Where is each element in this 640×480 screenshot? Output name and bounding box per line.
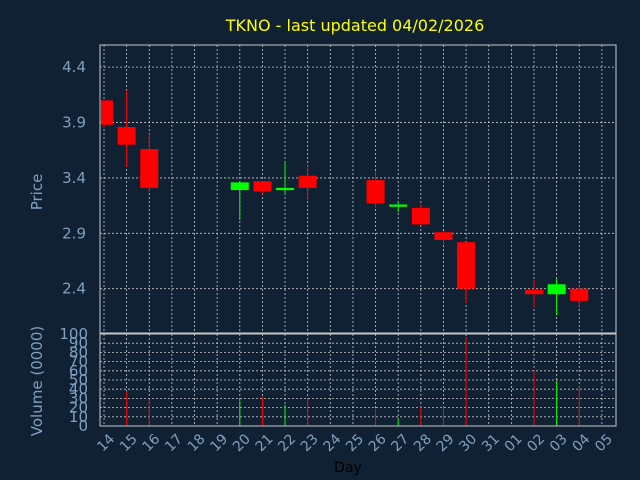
candle-body [366, 180, 385, 204]
day-tick-label: 19 [207, 431, 231, 455]
price-candles [101, 90, 589, 316]
day-tick-label: 26 [366, 431, 390, 455]
candle-body [253, 181, 272, 192]
day-tick-label: 25 [343, 431, 367, 455]
candle-body [298, 175, 317, 188]
price-tick-label: 3.9 [62, 114, 86, 132]
volume-tick-label: 20 [69, 399, 88, 417]
volume-bars [126, 336, 580, 426]
price-tick-label: 2.9 [62, 224, 86, 242]
price-candle [570, 285, 589, 308]
day-tick-label: 03 [547, 431, 571, 455]
volume-tick-label: 10 [69, 408, 88, 426]
price-tick-label: 2.4 [62, 280, 86, 298]
price-axis-label: Price [28, 174, 46, 211]
price-candle [389, 202, 408, 213]
volume-tick-label: 90 [69, 334, 88, 352]
chart-title: TKNO - last updated 04/02/2026 [225, 16, 485, 35]
price-candle [366, 171, 385, 208]
price-candle [298, 164, 317, 201]
candle-body [101, 100, 113, 125]
day-tick-label: 23 [298, 431, 322, 455]
volume-tick-label: 100 [59, 325, 88, 343]
price-candle [457, 242, 476, 304]
price-candle [276, 162, 295, 194]
candle-body [547, 284, 566, 295]
volume-tick-label: 80 [69, 343, 88, 361]
volume-tick-label: 60 [69, 362, 88, 380]
volume-tick-label: 40 [69, 380, 88, 398]
day-tick-label: 15 [117, 431, 141, 455]
price-candle [547, 278, 566, 316]
day-axis-ticks: 1415161718192021222324252627282930310102… [94, 431, 616, 455]
price-plot-frame [99, 44, 617, 334]
price-candle [411, 204, 430, 225]
price-candle [434, 231, 453, 245]
day-tick-label: 01 [502, 431, 526, 455]
volume-grid [100, 333, 616, 427]
candle-body [276, 187, 295, 191]
day-tick-label: 02 [524, 431, 548, 455]
day-tick-label: 28 [411, 431, 435, 455]
volume-axis-label: Volume (0000) [28, 326, 46, 436]
candle-body [411, 207, 430, 225]
candle-body [389, 204, 408, 207]
price-candle [230, 181, 249, 221]
day-tick-label: 14 [94, 431, 118, 455]
candle-body [117, 126, 136, 145]
volume-tick-label: 30 [69, 389, 88, 407]
day-tick-label: 04 [569, 431, 593, 455]
price-candle [117, 90, 136, 167]
candle-body [230, 182, 249, 191]
day-tick-label: 21 [253, 431, 277, 455]
day-tick-label: 27 [388, 431, 412, 455]
volume-plot-frame [99, 333, 617, 427]
price-tick-label: 4.4 [62, 58, 86, 76]
candle-body [434, 232, 453, 240]
candle-body [140, 149, 159, 188]
volume-tick-label: 50 [69, 371, 88, 389]
price-axis-ticks: 2.4 2.9 3.4 3.9 4.4 [62, 58, 86, 298]
day-tick-label: 31 [479, 431, 503, 455]
day-tick-label: 29 [434, 431, 458, 455]
price-candle [140, 133, 159, 193]
price-candle [525, 279, 543, 308]
day-tick-label: 22 [275, 431, 299, 455]
day-tick-label: 30 [456, 431, 480, 455]
day-tick-label: 05 [592, 431, 616, 455]
price-candle [253, 181, 272, 195]
price-tick-label: 3.4 [62, 169, 86, 187]
day-tick-label: 20 [230, 431, 254, 455]
day-tick-label: 24 [321, 431, 345, 455]
volume-tick-label: 0 [78, 417, 88, 435]
price-candle [101, 100, 113, 129]
day-axis-label: Day [334, 460, 362, 476]
day-tick-label: 16 [139, 431, 163, 455]
candle-body [457, 242, 476, 289]
candle-body [570, 288, 589, 301]
volume-tick-label: 70 [69, 353, 88, 371]
day-tick-label: 18 [185, 431, 209, 455]
day-tick-label: 17 [162, 431, 186, 455]
candle-body [525, 289, 543, 295]
